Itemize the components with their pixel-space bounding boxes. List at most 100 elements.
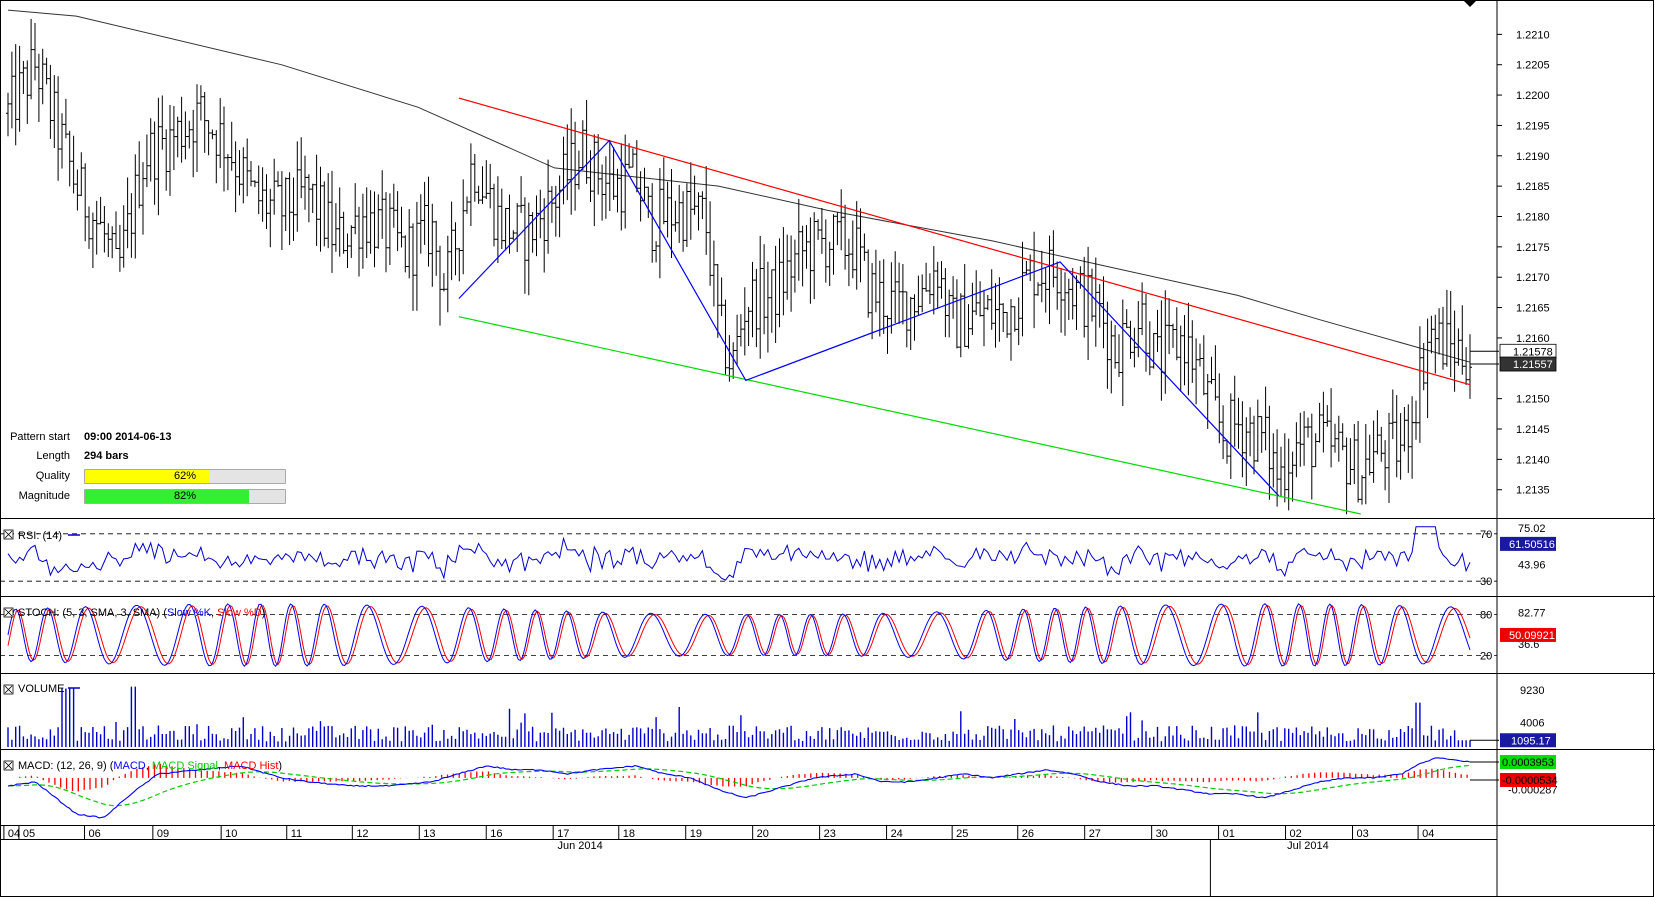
quality-value: 62%: [173, 470, 197, 482]
axis-layer: 1.2210 1.2205 1.2200 1.2195 1.2190 1.2185 1.21…: [0, 29, 1557, 897]
stoch-k-line: [7, 603, 1471, 667]
x-day-label: 18: [623, 828, 635, 840]
pattern-start-value: 09:00 2014-06-13: [84, 431, 172, 443]
price-tick-label: 1.2175: [1516, 242, 1550, 254]
pattern-overlay-layer: [458, 97, 1471, 515]
x-day-label: 24: [891, 828, 903, 840]
rsi-panel: 70 30 RSI: (14) 75.02 43.96 61.50516: [0, 523, 1556, 588]
x-day-label: 05: [23, 828, 35, 840]
macd-tag-label: 0.0003953: [1502, 757, 1554, 769]
price-tick-label: 1.2150: [1516, 394, 1550, 406]
quality-row: Quality 62%: [0, 469, 290, 484]
macd-line: [7, 757, 1471, 819]
channel-lower-line: [458, 316, 1361, 515]
length-row: Length 294 bars: [0, 449, 290, 463]
stoch-panel: 80 20 STOCH: (5, 3, SMA, 3, SMA) (Slow %K,…: [0, 603, 1556, 667]
x-day-label: 16: [490, 828, 502, 840]
price-tick-label: 1.2170: [1516, 272, 1550, 284]
magnitude-label: Magnitude: [18, 490, 70, 502]
price-tick-label: 1.2145: [1516, 424, 1550, 436]
zigzag-line: [458, 139, 1280, 497]
panel-close-cross: [4, 761, 13, 770]
quality-bar: 62%: [84, 469, 286, 484]
magnitude-bar: 82%: [84, 489, 286, 504]
price-tick-label: 1.2200: [1516, 90, 1550, 102]
quality-bar-fill: [85, 470, 209, 483]
x-day-label: 12: [356, 828, 368, 840]
channel-upper-line: [458, 97, 1471, 386]
stoch-axis-label: 82.77: [1518, 608, 1546, 620]
x-day-label: 19: [690, 828, 702, 840]
x-day-label: 26: [1022, 828, 1034, 840]
volume-panel: VOLUME 9230 4006 1095.17: [7, 683, 1556, 748]
macd-tag-box: [1500, 773, 1556, 788]
x-day-label: 03: [1356, 828, 1368, 840]
panel-close-cross: [4, 608, 13, 617]
price-tick-label: 1.2205: [1516, 60, 1550, 72]
pattern-start-row: Pattern start 09:00 2014-06-13: [0, 430, 290, 444]
volume-axis-label: 4006: [1520, 717, 1544, 729]
price-tag-box: [1499, 356, 1557, 372]
x-day-label: 09: [157, 828, 169, 840]
magnitude-row: Magnitude 82%: [0, 489, 290, 504]
price-ohlc-bars: [6, 18, 1472, 515]
price-tick-label: 1.2210: [1516, 29, 1550, 41]
length-value: 294 bars: [84, 450, 129, 462]
x-day-label: 11: [291, 828, 302, 840]
price-tick-label: 1.2140: [1516, 454, 1550, 466]
price-tick-label: 1.2135: [1516, 485, 1550, 497]
price-bars-layer: [6, 18, 1472, 515]
macd-signal-line: [8, 764, 1471, 807]
price-tag-label: 1.21557: [1513, 359, 1553, 371]
panel-close-cross: [4, 530, 13, 539]
x-month-label: Jun 2014: [558, 840, 603, 852]
rsi-current-box: [1500, 536, 1556, 551]
x-day-label: 02: [1290, 828, 1302, 840]
length-label: Length: [36, 450, 70, 462]
rsi-title: RSI: (14): [18, 530, 62, 542]
rsi-level-label: 30: [1480, 576, 1492, 588]
x-day-label: 30: [1156, 828, 1168, 840]
x-day-label: 01: [1223, 828, 1235, 840]
x-day-label: 04: [1422, 828, 1434, 840]
x-day-label: 27: [1089, 828, 1101, 840]
x-day-label: 23: [824, 828, 836, 840]
moving-average-layer: [7, 9, 1471, 363]
price-tick-label: 1.2165: [1516, 303, 1550, 315]
price-tick-label: 1.2160: [1516, 333, 1550, 345]
quality-label: Quality: [35, 470, 70, 482]
stoch-current-label: 50.09921: [1509, 630, 1555, 642]
volume-axis-label: 9230: [1520, 685, 1544, 697]
x-day-label: 25: [956, 828, 968, 840]
price-panel: [6, 9, 1472, 515]
price-tick-label: 1.2180: [1516, 212, 1550, 224]
stoch-d-line: [7, 604, 1471, 666]
volume-current-box: [1500, 733, 1556, 748]
price-tag-label: 1.21578: [1513, 346, 1553, 358]
rsi-current-label: 61.50516: [1509, 539, 1555, 551]
macd-title: MACD: (12, 26, 9) (MACD, MACD Signal, MA…: [18, 760, 282, 772]
x-day-label: 20: [757, 828, 769, 840]
x-day-label: 13: [423, 828, 435, 840]
magnitude-bar-fill: [85, 490, 249, 503]
volume-title: VOLUME: [18, 683, 64, 695]
macd-tag-box: [1500, 755, 1556, 770]
scroll-marker-icon: [1463, 0, 1477, 7]
panel-close-cross: [4, 685, 13, 694]
volume-bars: [7, 686, 1471, 747]
macd-axis-label: -0.000287: [1508, 784, 1558, 796]
rsi-axis-label: 75.02: [1518, 523, 1546, 535]
x-day-label: 17: [557, 828, 569, 840]
stoch-axis-label: 36.6: [1518, 639, 1539, 651]
x-day-label: 04: [8, 828, 20, 840]
x-month-label: Jul 2014: [1287, 840, 1329, 852]
price-tick-label: 1.2190: [1516, 151, 1550, 163]
price-tick-label: 1.2185: [1516, 181, 1550, 193]
x-day-label: 06: [89, 828, 101, 840]
rsi-level-label: 70: [1480, 529, 1492, 541]
stoch-current-box: [1500, 627, 1556, 642]
pattern-start-label: Pattern start: [10, 431, 70, 443]
x-day-label: 10: [225, 828, 237, 840]
